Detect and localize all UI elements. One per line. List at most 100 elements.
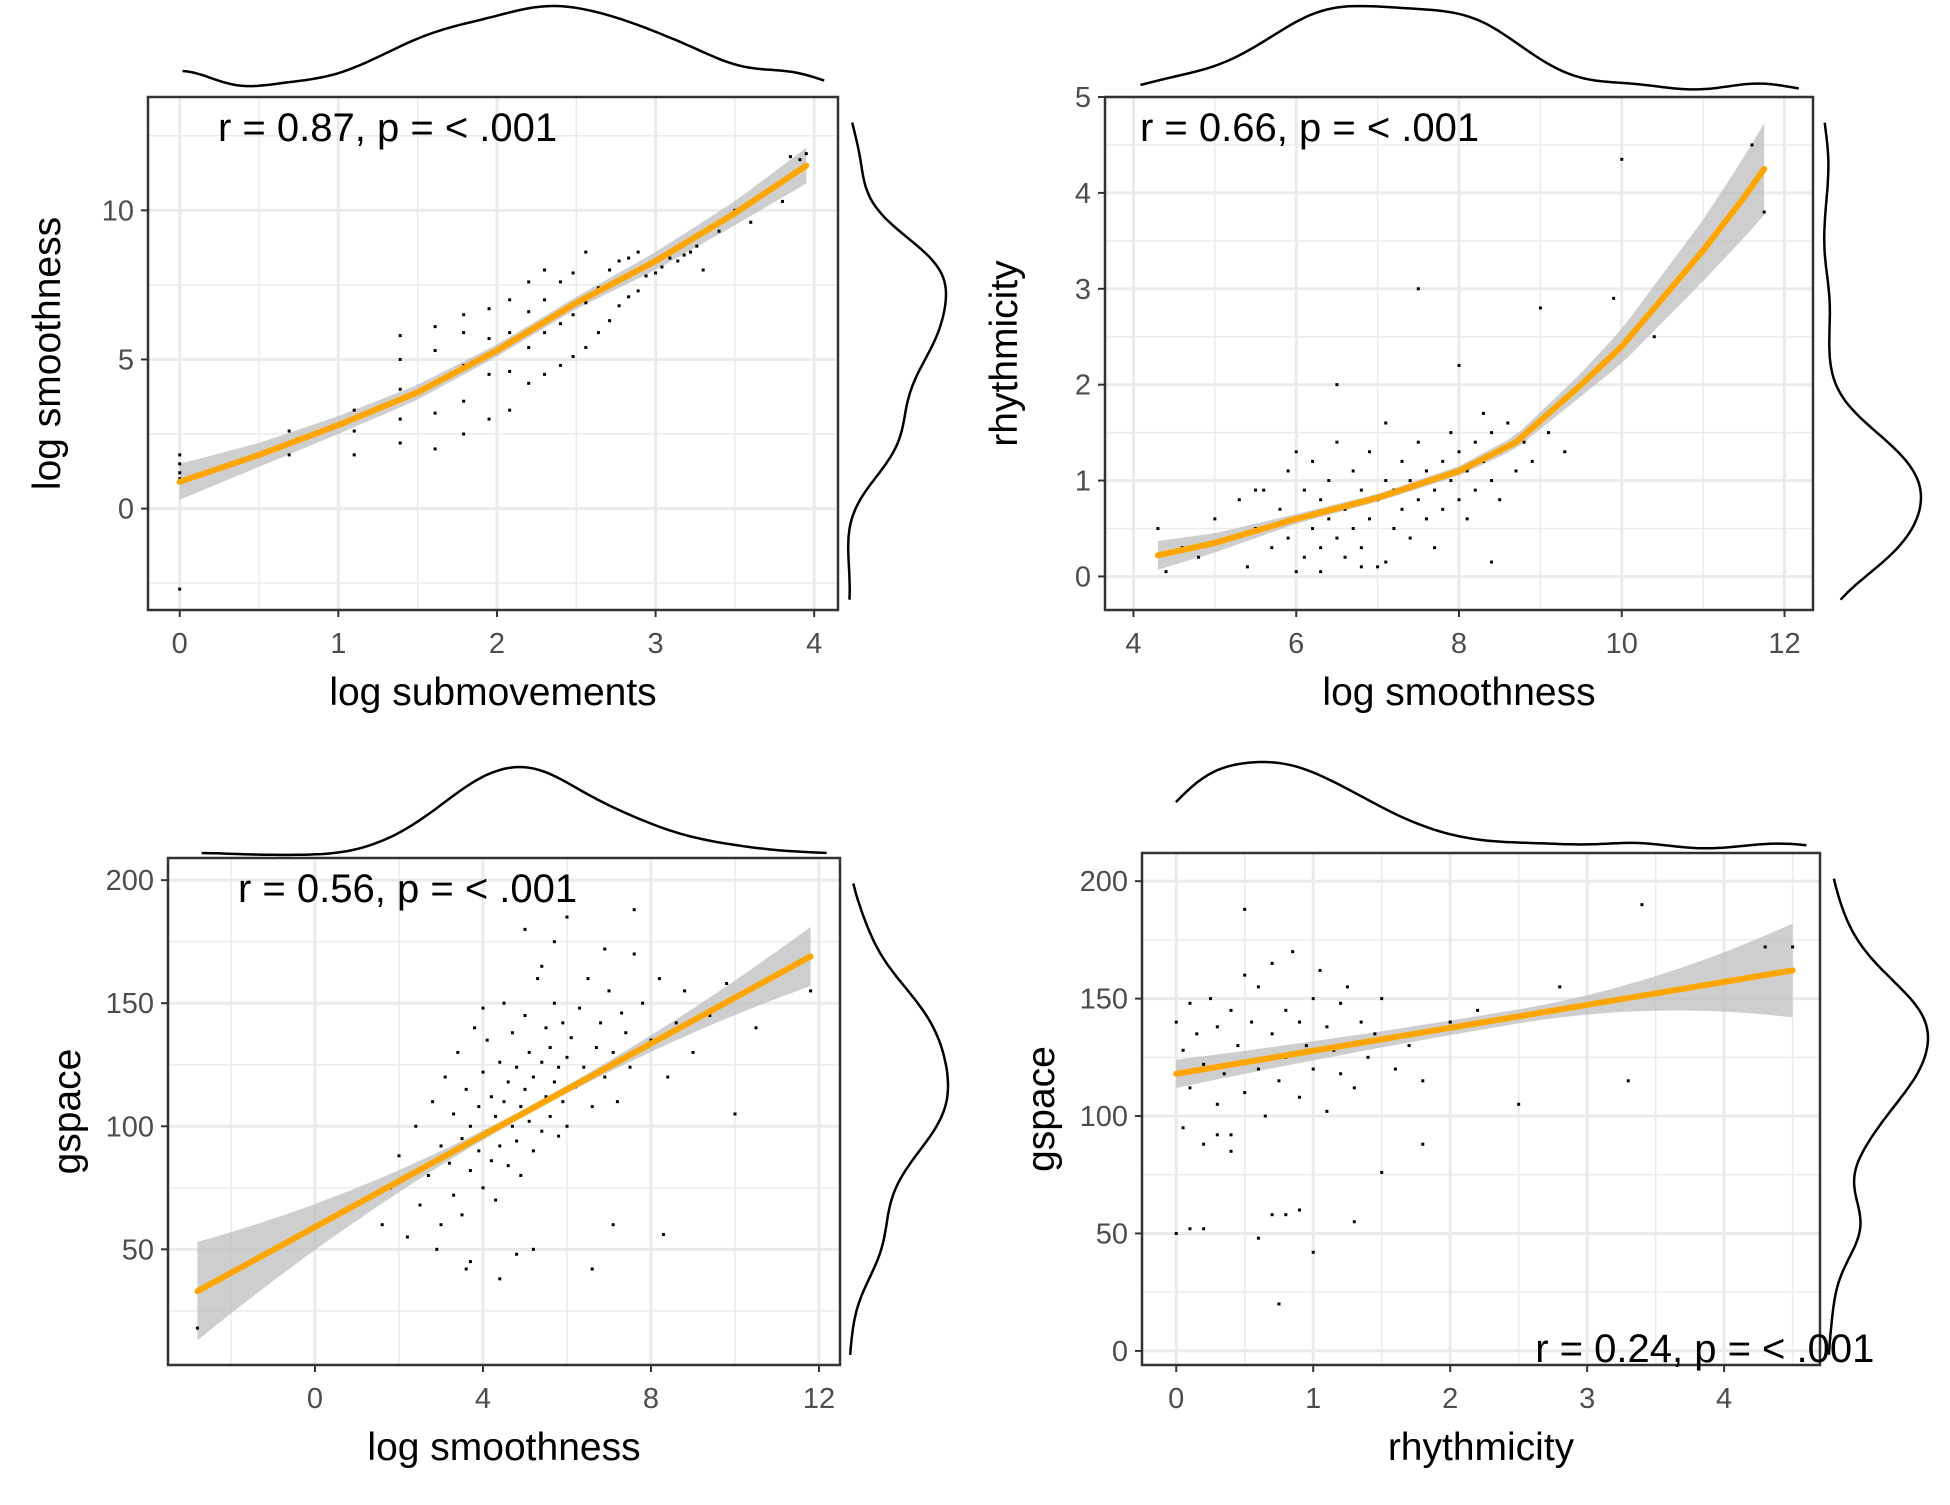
data-point	[1302, 555, 1306, 559]
data-point	[1393, 1067, 1397, 1071]
data-point	[1298, 1020, 1302, 1024]
x-tick-label: 1	[1305, 1383, 1321, 1415]
data-point	[531, 1075, 535, 1079]
data-point	[510, 1031, 514, 1035]
data-point	[523, 927, 527, 931]
data-point	[1457, 363, 1461, 367]
data-point	[1229, 1149, 1233, 1153]
data-point	[1490, 560, 1494, 564]
data-point	[548, 1114, 552, 1118]
data-point	[1441, 507, 1445, 511]
data-point	[473, 1026, 477, 1030]
y-tick-label: 150	[106, 988, 154, 1020]
y-tick-label: 2	[1075, 370, 1091, 402]
data-point	[352, 429, 356, 433]
data-point	[435, 1247, 439, 1251]
data-point	[1311, 459, 1315, 463]
data-point	[1318, 968, 1322, 972]
data-point	[1424, 517, 1428, 521]
data-point	[462, 331, 466, 335]
data-point	[540, 1129, 544, 1133]
data-point	[543, 298, 547, 302]
data-point	[494, 1114, 498, 1118]
data-point	[1245, 565, 1249, 569]
data-point	[1457, 450, 1461, 454]
data-point	[565, 1055, 569, 1059]
data-point	[515, 1252, 519, 1256]
data-point	[1262, 488, 1266, 492]
data-point	[1250, 1020, 1254, 1024]
data-point	[594, 1046, 598, 1050]
data-point	[460, 1137, 464, 1141]
data-point	[397, 1154, 401, 1158]
data-point	[617, 259, 621, 263]
x-tick-label: 0	[172, 628, 188, 660]
data-point	[1359, 565, 1363, 569]
fit-line	[194, 953, 814, 1295]
data-point	[584, 346, 588, 350]
data-point	[1481, 411, 1485, 415]
data-point	[1284, 1213, 1288, 1217]
x-tick-label: 2	[489, 628, 505, 660]
data-point	[552, 1001, 556, 1005]
data-point	[1441, 459, 1445, 463]
y-tick-label: 5	[1075, 82, 1091, 114]
y-axis-label: gspace	[1020, 1046, 1063, 1172]
data-point	[632, 908, 636, 912]
data-point	[641, 1001, 645, 1005]
data-point	[1498, 498, 1502, 502]
data-point	[1620, 157, 1624, 161]
data-point	[1298, 1095, 1302, 1099]
data-point	[632, 952, 636, 956]
data-point	[1416, 440, 1420, 444]
data-point	[1400, 459, 1404, 463]
data-point	[452, 1193, 456, 1197]
data-point	[1367, 517, 1371, 521]
y-tick-label: 100	[106, 1111, 154, 1143]
data-point	[1335, 383, 1339, 387]
data-point	[1237, 498, 1241, 502]
data-point	[1256, 985, 1260, 989]
x-tick-label: 2	[1442, 1383, 1458, 1415]
data-point	[544, 1026, 548, 1030]
data-point	[660, 265, 664, 269]
data-point	[668, 256, 672, 260]
data-point	[1327, 517, 1331, 521]
marginal-density-right	[1822, 122, 1923, 601]
data-point	[1433, 488, 1437, 492]
data-point	[1215, 1025, 1219, 1029]
data-point	[1202, 1227, 1206, 1231]
data-point	[1229, 1133, 1233, 1137]
data-point	[1490, 431, 1494, 435]
data-point	[1517, 1102, 1521, 1106]
data-point	[1243, 907, 1247, 911]
data-point	[1380, 997, 1384, 1001]
data-point	[1215, 1102, 1219, 1106]
data-point	[418, 1203, 422, 1207]
x-tick-label: 1	[330, 628, 346, 660]
y-tick-label: 0	[118, 494, 134, 526]
data-point	[1351, 469, 1355, 473]
data-point	[1626, 1079, 1630, 1083]
data-point	[1465, 469, 1469, 473]
data-point	[487, 337, 491, 341]
data-point	[571, 354, 575, 358]
data-point	[178, 453, 182, 457]
x-tick-label: 0	[1168, 1383, 1184, 1415]
data-point	[398, 441, 402, 445]
data-point	[433, 411, 437, 415]
data-point	[627, 256, 631, 260]
x-tick-label: 8	[1451, 628, 1467, 660]
data-point	[590, 1105, 594, 1109]
data-point	[1236, 1044, 1240, 1048]
data-point	[352, 453, 356, 457]
correlation-annotation: r = 0.66, p = < .001	[1140, 106, 1479, 150]
y-tick-label: 0	[1075, 561, 1091, 593]
data-point	[1294, 450, 1298, 454]
data-point	[1311, 1067, 1315, 1071]
data-point	[1188, 1001, 1192, 1005]
scatter-points	[178, 152, 808, 591]
panel-3: 0 4 8 12 50 100 150 200 log smoothness gspace r = …	[46, 765, 950, 1469]
data-point	[1270, 961, 1274, 965]
data-point	[498, 1144, 502, 1148]
